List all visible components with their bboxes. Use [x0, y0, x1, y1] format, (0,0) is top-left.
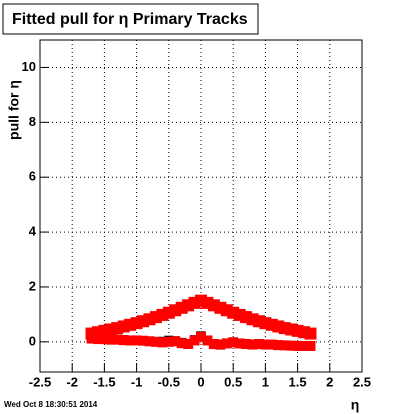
marker — [221, 338, 232, 349]
x-tick-label: 1.5 — [289, 374, 307, 389]
marker — [208, 339, 219, 350]
marker — [234, 338, 245, 349]
marker — [170, 336, 181, 347]
marker — [273, 340, 284, 351]
y-tick-label: 8 — [29, 114, 36, 129]
marker — [196, 331, 206, 342]
x-tick-label: -0.5 — [158, 374, 180, 389]
x-tick-label: -1.5 — [93, 374, 115, 389]
timestamp: Wed Oct 8 18:30:51 2014 — [4, 400, 98, 409]
x-tick-label: -2.5 — [29, 374, 51, 389]
marker — [157, 337, 168, 348]
x-axis-label: η — [351, 397, 360, 413]
marker — [112, 334, 123, 345]
marker — [118, 335, 129, 346]
marker — [189, 335, 200, 346]
y-tick-label: 6 — [29, 169, 36, 184]
marker — [86, 333, 97, 344]
marker — [92, 334, 103, 345]
marker — [176, 338, 187, 349]
marker — [131, 335, 142, 346]
marker — [304, 327, 317, 340]
title-box — [2, 3, 259, 35]
y-tick-label: 10 — [22, 59, 36, 74]
marker — [299, 340, 310, 351]
marker — [163, 336, 174, 347]
marker — [150, 336, 161, 347]
x-tick-label: 0 — [197, 374, 204, 389]
chart-title: Fitted pull for η Primary Tracks — [12, 11, 248, 28]
marker — [241, 339, 252, 350]
x-tick-label: 2 — [326, 374, 333, 389]
marker — [253, 339, 264, 350]
x-tick-label: 0.5 — [224, 374, 242, 389]
marker — [266, 339, 277, 350]
marker — [138, 335, 149, 346]
marker — [260, 339, 271, 350]
plot-frame — [39, 39, 363, 373]
marker — [183, 339, 194, 350]
x-tick-label: 2.5 — [353, 374, 371, 389]
marker — [247, 339, 258, 350]
x-tick-label: 1 — [262, 374, 269, 389]
y-tick-label: 4 — [29, 224, 37, 239]
marker — [279, 340, 290, 351]
marker — [125, 335, 136, 346]
y-tick-label: 0 — [29, 333, 36, 348]
marker — [292, 340, 303, 351]
marker — [228, 337, 239, 348]
y-tick-label: 2 — [29, 278, 36, 293]
marker — [286, 340, 297, 351]
marker — [215, 339, 226, 350]
marker — [144, 336, 155, 347]
marker — [305, 340, 316, 351]
x-tick-label: -2 — [66, 374, 78, 389]
y-axis-label: pull for η — [6, 80, 22, 140]
x-tick-label: -1 — [131, 374, 143, 389]
marker — [99, 334, 110, 345]
marker — [105, 334, 116, 345]
marker — [202, 335, 213, 346]
